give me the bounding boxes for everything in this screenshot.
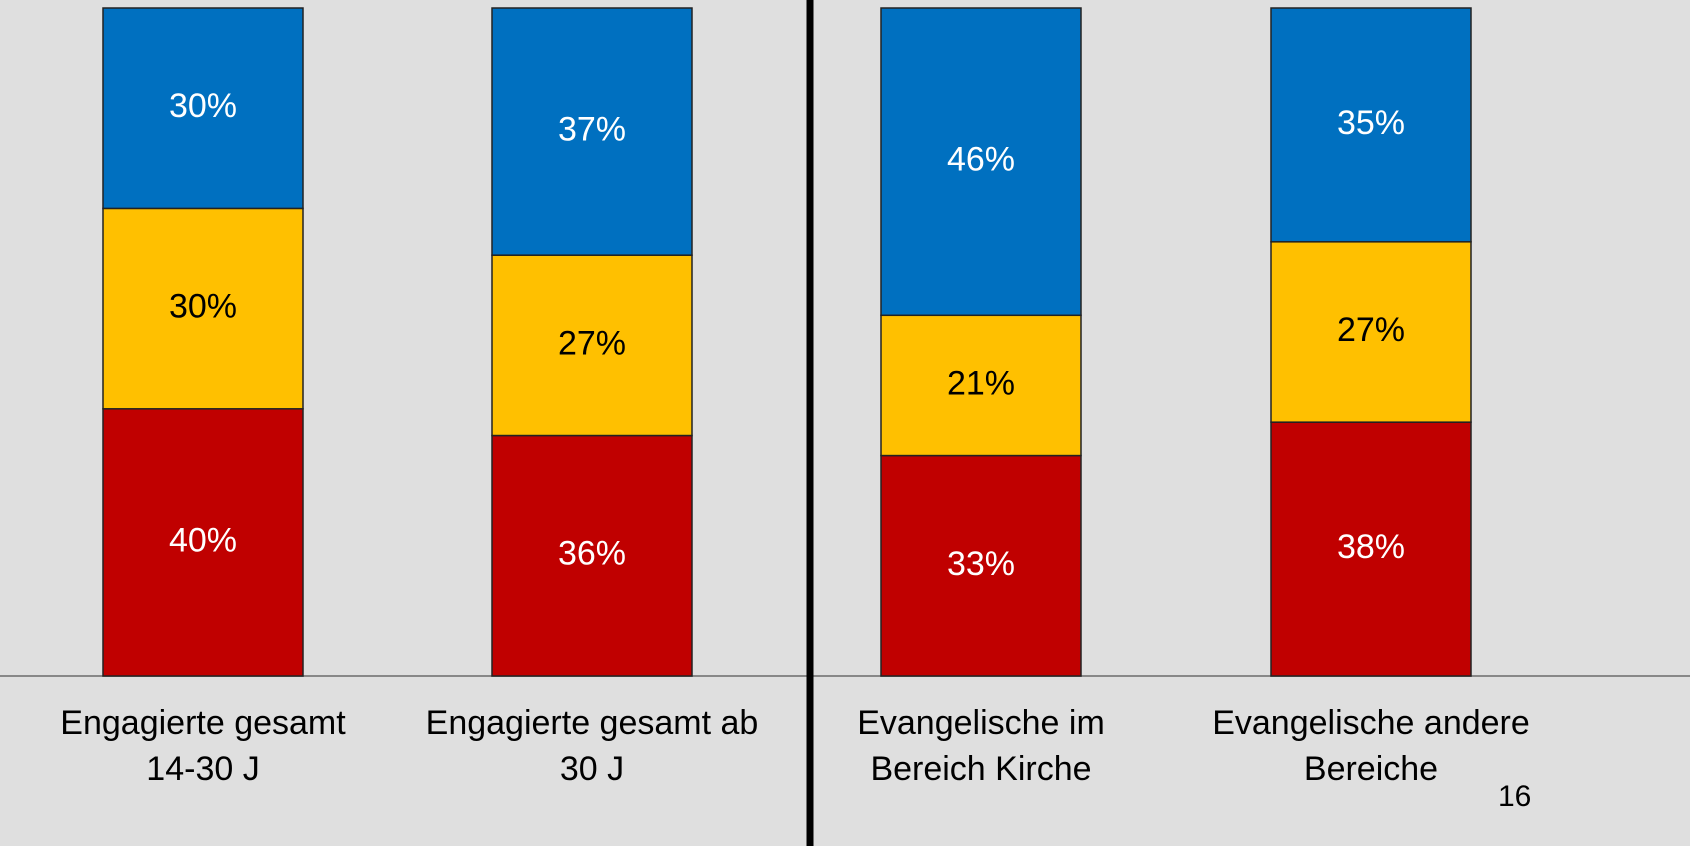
category-label: Engagierte gesamt ab 30 J [425, 704, 759, 788]
value-label: 46% [947, 141, 1015, 179]
value-label: 35% [1337, 104, 1405, 142]
value-label: 21% [947, 364, 1015, 402]
bar-segment [1270, 7, 1472, 243]
category-label: Evangelische andere Bereiche [1212, 704, 1530, 788]
value-label: 38% [1337, 528, 1405, 566]
bar-segment [880, 314, 1082, 457]
page-number: 16 [1498, 780, 1532, 813]
value-label: 33% [947, 545, 1015, 583]
category-label: Engagierte gesamt 14-30 J [60, 704, 346, 788]
bar-segment [102, 7, 304, 210]
bar-segment [880, 454, 1082, 677]
bar-segment [102, 207, 304, 410]
bar-segment [102, 408, 304, 677]
value-label: 30% [169, 288, 237, 326]
category-label: Evangelische im Bereich Kirche [857, 704, 1105, 788]
value-label: 40% [169, 521, 237, 559]
value-label: 27% [558, 324, 626, 362]
value-label: 36% [558, 535, 626, 573]
bar-segment [491, 7, 693, 256]
bar-segment [1270, 421, 1472, 677]
value-label: 27% [1337, 311, 1405, 349]
bar-segment [491, 434, 693, 677]
value-label: 37% [558, 111, 626, 149]
bar-segment [491, 254, 693, 437]
bar-segment [1270, 241, 1472, 423]
bar-segment [880, 7, 1082, 317]
value-label: 30% [169, 87, 237, 125]
